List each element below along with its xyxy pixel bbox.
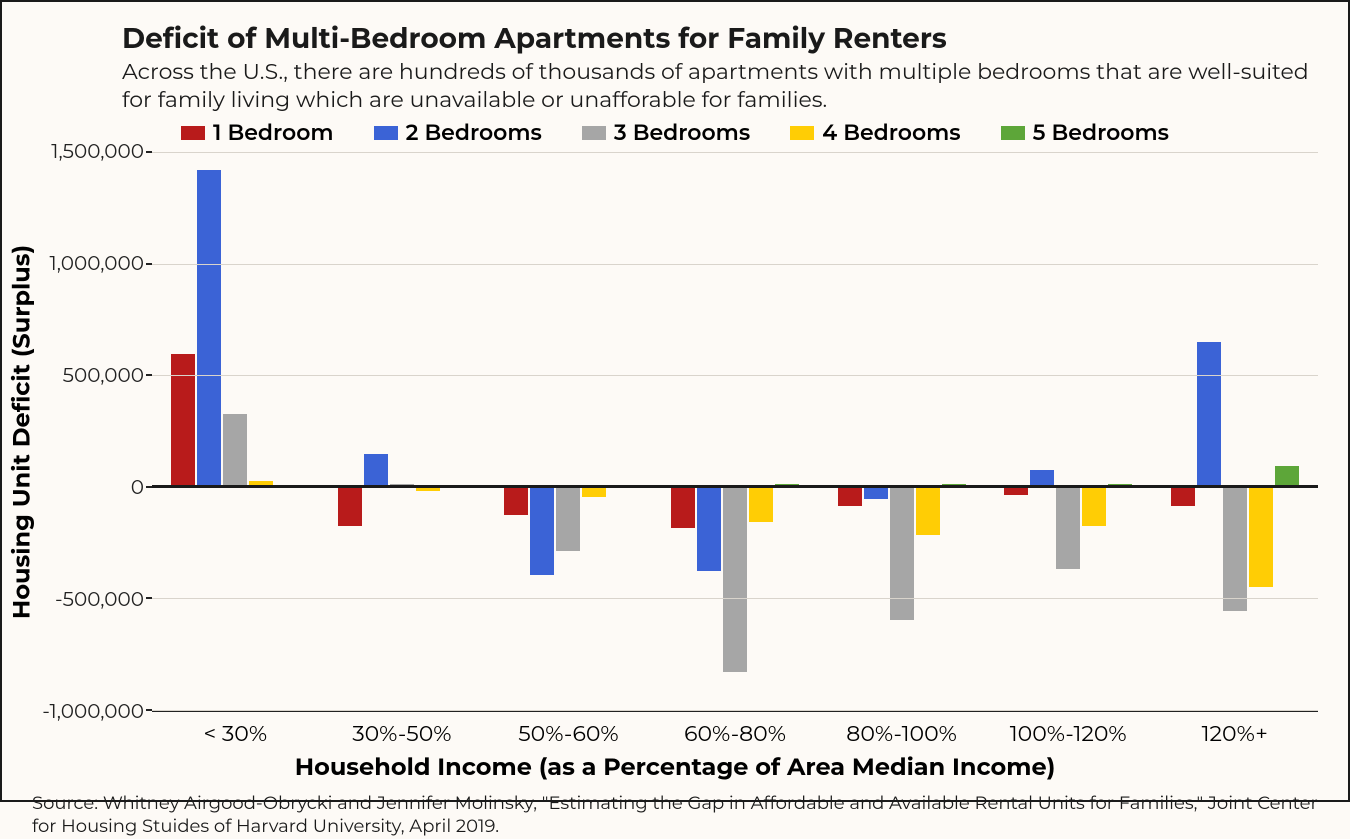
legend-label: 1 Bedroom [213,119,334,146]
bar [890,488,914,620]
bar [171,354,195,488]
gridline [152,375,1318,376]
legend-item: 3 Bedrooms [582,119,750,146]
bar [364,454,388,488]
x-tick-label: < 30% [152,712,319,747]
bar-group [652,152,819,710]
bar [530,488,554,575]
bar [197,170,221,488]
bar [1004,488,1028,495]
legend-item: 4 Bedrooms [790,119,960,146]
y-tick-mark [146,709,152,711]
gridline [152,264,1318,265]
y-tick-mark [146,151,152,153]
y-tick-label: -1,000,000 [42,700,144,724]
y-axis-ticks: -1,000,000-500,0000500,0001,000,0001,500… [32,152,152,712]
legend-item: 5 Bedrooms [1001,119,1169,146]
x-tick-label: 50%-60% [485,712,652,747]
gridline [152,152,1318,153]
legend: 1 Bedroom 2 Bedrooms 3 Bedrooms 4 Bedrooms 5… [32,119,1318,146]
bar [338,488,362,526]
bar [1223,488,1247,611]
gridline [152,710,1318,711]
y-tick-label: -500,000 [55,588,144,612]
y-tick-mark [146,263,152,265]
y-tick-mark [146,374,152,376]
bar [1171,488,1195,506]
bar [838,488,862,506]
legend-swatch [1001,126,1025,140]
x-tick-label: 60%-80% [652,712,819,747]
bar-group [1151,152,1318,710]
x-tick-label: 30%-50% [319,712,486,747]
bar-groups [152,152,1318,710]
bar [916,488,940,535]
x-axis-label: Household Income (as a Percentage of Are… [32,753,1318,782]
y-tick-mark [146,597,152,599]
legend-swatch [181,126,205,140]
x-axis-ticks: < 30%30%-50%50%-60%60%-80%80%-100%100%-1… [152,712,1318,747]
legend-label: 4 Bedrooms [822,119,960,146]
bar [223,414,247,488]
chart-area: Housing Unit Deficit (Surplus) -1,000,00… [32,152,1318,712]
legend-label: 3 Bedrooms [614,119,750,146]
bar-group [818,152,985,710]
gridline [152,598,1318,599]
bar [671,488,695,528]
bar [504,488,528,515]
bar [556,488,580,551]
bar [864,488,888,499]
x-tick-label: 100%-120% [985,712,1152,747]
x-tick-label: 80%-100% [818,712,985,747]
bar-group [985,152,1152,710]
legend-label: 5 Bedrooms [1033,119,1169,146]
legend-item: 2 Bedrooms [374,119,542,146]
y-tick-label: 1,000,000 [50,252,144,276]
bar [1249,488,1273,587]
bar-group [319,152,486,710]
legend-swatch [582,126,606,140]
bar [1056,488,1080,569]
y-tick-label: 1,500,000 [51,140,144,164]
chart-title: Deficit of Multi-Bedroom Apartments for … [122,22,1318,56]
bar [1197,342,1221,488]
bar-group [152,152,319,710]
zero-line [152,485,1318,488]
legend-swatch [374,126,398,140]
bar [749,488,773,522]
bar [723,488,747,672]
legend-swatch [790,126,814,140]
legend-item: 1 Bedroom [181,119,334,146]
x-tick-label: 120%+ [1151,712,1318,747]
bar-group [485,152,652,710]
bar [416,488,440,491]
plot-area [152,152,1318,712]
legend-label: 2 Bedrooms [406,119,542,146]
source-note: Source: Whitney Airgood-Obrycki and Jenn… [32,792,1318,839]
y-tick-label: 500,000 [63,364,144,388]
bar [697,488,721,571]
y-tick-label: 0 [131,476,144,500]
chart-subtitle: Across the U.S., there are hundreds of t… [122,58,1318,113]
bar [1082,488,1106,526]
bar [582,488,606,497]
